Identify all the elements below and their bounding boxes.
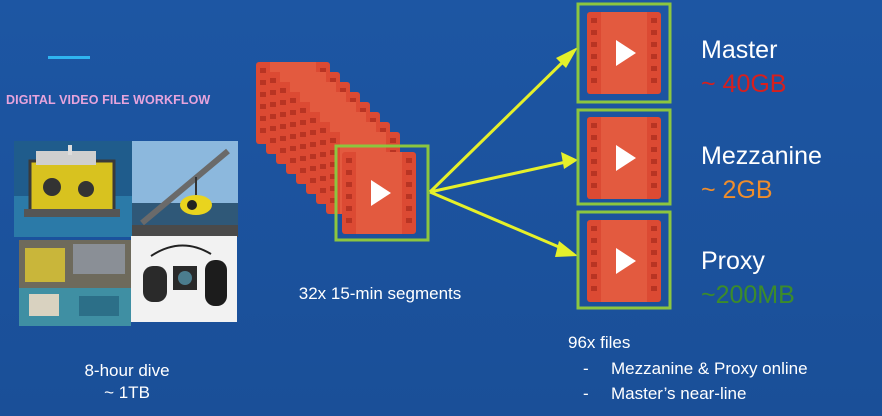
output-master [576, 2, 672, 104]
list-item: - Master’s near-line [583, 381, 808, 406]
equipment-photo [131, 236, 237, 322]
proxy-label: Proxy [701, 247, 765, 275]
proxy-size: ~200MB [701, 281, 795, 309]
video-file-icon [587, 12, 661, 94]
video-file-icon [587, 117, 661, 199]
files-count: 96x files [568, 333, 631, 352]
bullet-dash: - [583, 384, 589, 403]
bullet-dash: - [583, 359, 589, 378]
lab-photo [19, 240, 131, 326]
segments-caption: 32x 15-min segments [298, 284, 462, 303]
bullet-text: Mezzanine & Proxy online [611, 359, 808, 378]
segment-stack [256, 62, 430, 242]
segment-frame [334, 144, 430, 242]
rov-photo [14, 141, 132, 237]
arrow-to-mezzanine [429, 160, 567, 194]
video-file-icon [342, 152, 416, 234]
video-file-icon [587, 220, 661, 302]
dive-duration: 8-hour dive [84, 361, 170, 380]
mezzanine-size: ~ 2GB [701, 176, 773, 204]
master-size: ~ 40GB [701, 70, 787, 98]
dive-caption: 8-hour dive ~ 1TB [46, 360, 208, 404]
arrow-to-master [428, 55, 570, 194]
crane-photo [132, 141, 238, 237]
output-mezzanine [576, 108, 672, 206]
mezzanine-label: Mezzanine [701, 142, 822, 170]
list-item: - Mezzanine & Proxy online [583, 356, 808, 381]
master-label: Master [701, 36, 778, 64]
dive-size: ~ 1TB [104, 383, 150, 402]
files-bullet-list: - Mezzanine & Proxy online - Master’s ne… [583, 356, 808, 406]
arrow-to-proxy [429, 190, 567, 252]
slide-title: DIGITAL VIDEO FILE WORKFLOW [6, 93, 211, 107]
fanout-arrows [428, 47, 578, 257]
output-proxy [576, 210, 672, 310]
bullet-text: Master’s near-line [611, 384, 747, 403]
accent-line [48, 56, 90, 59]
